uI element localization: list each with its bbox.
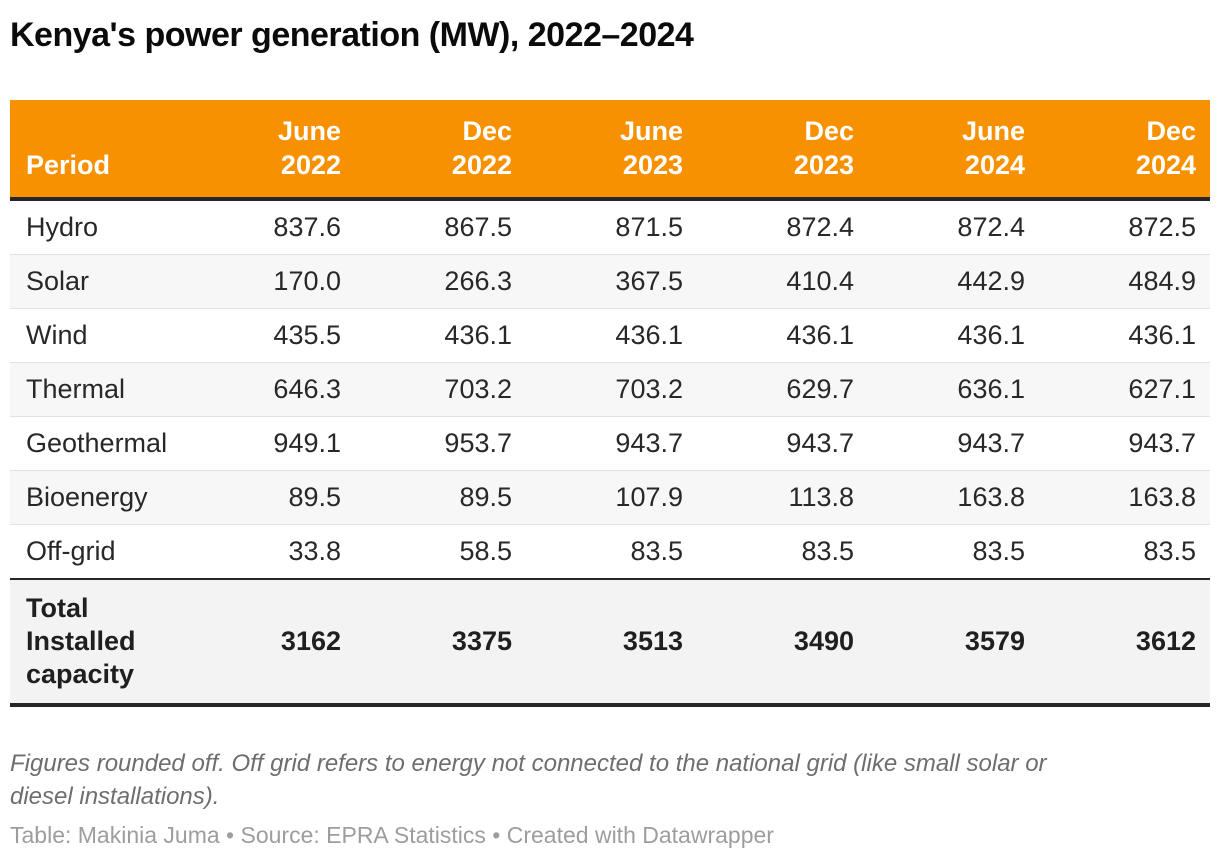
cell-value: 435.5 [184, 308, 355, 363]
cell-value: 943.7 [526, 416, 697, 471]
cell-value: 410.4 [697, 254, 868, 309]
table-row-wind: Wind 435.5 436.1 436.1 436.1 436.1 436.1 [10, 308, 1210, 363]
table-row-total: Total Installed capacity 3162 3375 3513 … [10, 578, 1210, 707]
row-label: Geothermal [10, 416, 184, 471]
table-row-thermal: Thermal 646.3 703.2 703.2 629.7 636.1 62… [10, 362, 1210, 417]
cell-value: 703.2 [526, 362, 697, 417]
cell-value: 949.1 [184, 416, 355, 471]
column-header-month: Dec [804, 116, 854, 146]
column-header-dec-2024: Dec 2024 [1039, 100, 1210, 201]
total-cell-value: 3513 [526, 578, 697, 707]
cell-value: 442.9 [868, 254, 1039, 309]
table-row-solar: Solar 170.0 266.3 367.5 410.4 442.9 484.… [10, 254, 1210, 309]
column-header-month: June [277, 116, 341, 146]
cell-value: 266.3 [355, 254, 526, 309]
cell-value: 837.6 [273, 212, 341, 242]
table-header: Period June 2022 Dec 2022 June 2023 Dec … [10, 100, 1210, 201]
row-label: Hydro [26, 212, 99, 242]
total-cell-value: 3375 [355, 578, 526, 707]
cell-value: 58.5 [355, 524, 526, 579]
row-label: Thermal [10, 362, 184, 417]
cell-value: 871.5 [615, 212, 683, 242]
cell-value: 943.7 [868, 416, 1039, 471]
row-label: Wind [10, 308, 184, 363]
cell-value: 436.1 [868, 308, 1039, 363]
footnote: Figures rounded off. Off grid refers to … [10, 750, 1047, 810]
cell-value: 436.1 [355, 308, 526, 363]
cell-value: 436.1 [1039, 308, 1210, 363]
cell-value: 943.7 [1039, 416, 1210, 471]
cell-value: 89.5 [355, 470, 526, 525]
header-row: Period June 2022 Dec 2022 June 2023 Dec … [10, 100, 1210, 201]
table-row-hydro: Hydro 837.6 867.5 871.5 872.4 872.4 872.… [10, 199, 1210, 255]
table-body: Hydro 837.6 867.5 871.5 872.4 872.4 872.… [10, 199, 1210, 707]
cell-value: 113.8 [697, 470, 868, 525]
row-label: Solar [10, 254, 184, 309]
cell-value: 89.5 [184, 470, 355, 525]
column-header-period: Period [10, 100, 184, 201]
column-header-month: Dec [462, 116, 512, 146]
cell-value: 484.9 [1039, 254, 1210, 309]
row-label: Off-grid [10, 524, 184, 579]
column-header-year: 2022 [451, 150, 512, 180]
power-generation-table: Period June 2022 Dec 2022 June 2023 Dec … [10, 100, 1210, 707]
column-header-month: Dec [1146, 116, 1196, 146]
cell-value: 170.0 [184, 254, 355, 309]
cell-value: 872.5 [1128, 212, 1196, 242]
cell-value: 646.3 [184, 362, 355, 417]
attribution-line: Table: Makinia Juma • Source: EPRA Stati… [10, 822, 774, 848]
column-header-year: 2022 [280, 150, 341, 180]
total-cell-value: 3612 [1039, 578, 1210, 707]
column-header-month: June [619, 116, 683, 146]
cell-value: 436.1 [526, 308, 697, 363]
total-cell-value: 3490 [697, 578, 868, 707]
cell-value: 872.4 [957, 212, 1025, 242]
cell-value: 943.7 [697, 416, 868, 471]
cell-value: 33.8 [184, 524, 355, 579]
column-header-june-2022: June 2022 [184, 100, 355, 201]
column-header-dec-2023: Dec 2023 [697, 100, 868, 201]
cell-value: 953.7 [355, 416, 526, 471]
cell-value: 627.1 [1039, 362, 1210, 417]
column-header-dec-2022: Dec 2022 [355, 100, 526, 201]
page-container: Kenya's power generation (MW), 2022–2024… [0, 14, 1220, 849]
cell-value: 83.5 [697, 524, 868, 579]
table-row-bioenergy: Bioenergy 89.5 89.5 107.9 113.8 163.8 16… [10, 470, 1210, 525]
cell-value: 107.9 [526, 470, 697, 525]
cell-value: 83.5 [526, 524, 697, 579]
cell-value: 636.1 [868, 362, 1039, 417]
cell-value: 83.5 [1039, 524, 1210, 579]
page-title: Kenya's power generation (MW), 2022–2024 [10, 16, 694, 54]
total-row-label: Total Installed capacity [10, 578, 184, 707]
cell-value: 163.8 [868, 470, 1039, 525]
cell-value: 703.2 [355, 362, 526, 417]
cell-value: 872.4 [786, 212, 854, 242]
column-header-month: June [961, 116, 1025, 146]
column-header-year: 2023 [622, 150, 683, 180]
table-row-offgrid: Off-grid 33.8 58.5 83.5 83.5 83.5 83.5 [10, 524, 1210, 579]
cell-value: 629.7 [697, 362, 868, 417]
row-label: Bioenergy [10, 470, 184, 525]
table-row-geothermal: Geothermal 949.1 953.7 943.7 943.7 943.7… [10, 416, 1210, 471]
cell-value: 436.1 [697, 308, 868, 363]
column-header-year: 2024 [964, 150, 1025, 180]
total-cell-value: 3579 [868, 578, 1039, 707]
column-header-june-2024: June 2024 [868, 100, 1039, 201]
cell-value: 163.8 [1039, 470, 1210, 525]
cell-value: 83.5 [868, 524, 1039, 579]
column-header-june-2023: June 2023 [526, 100, 697, 201]
column-header-year: 2023 [793, 150, 854, 180]
cell-value: 367.5 [526, 254, 697, 309]
total-cell-value: 3162 [184, 578, 355, 707]
column-header-year: 2024 [1135, 150, 1196, 180]
cell-value: 867.5 [444, 212, 512, 242]
